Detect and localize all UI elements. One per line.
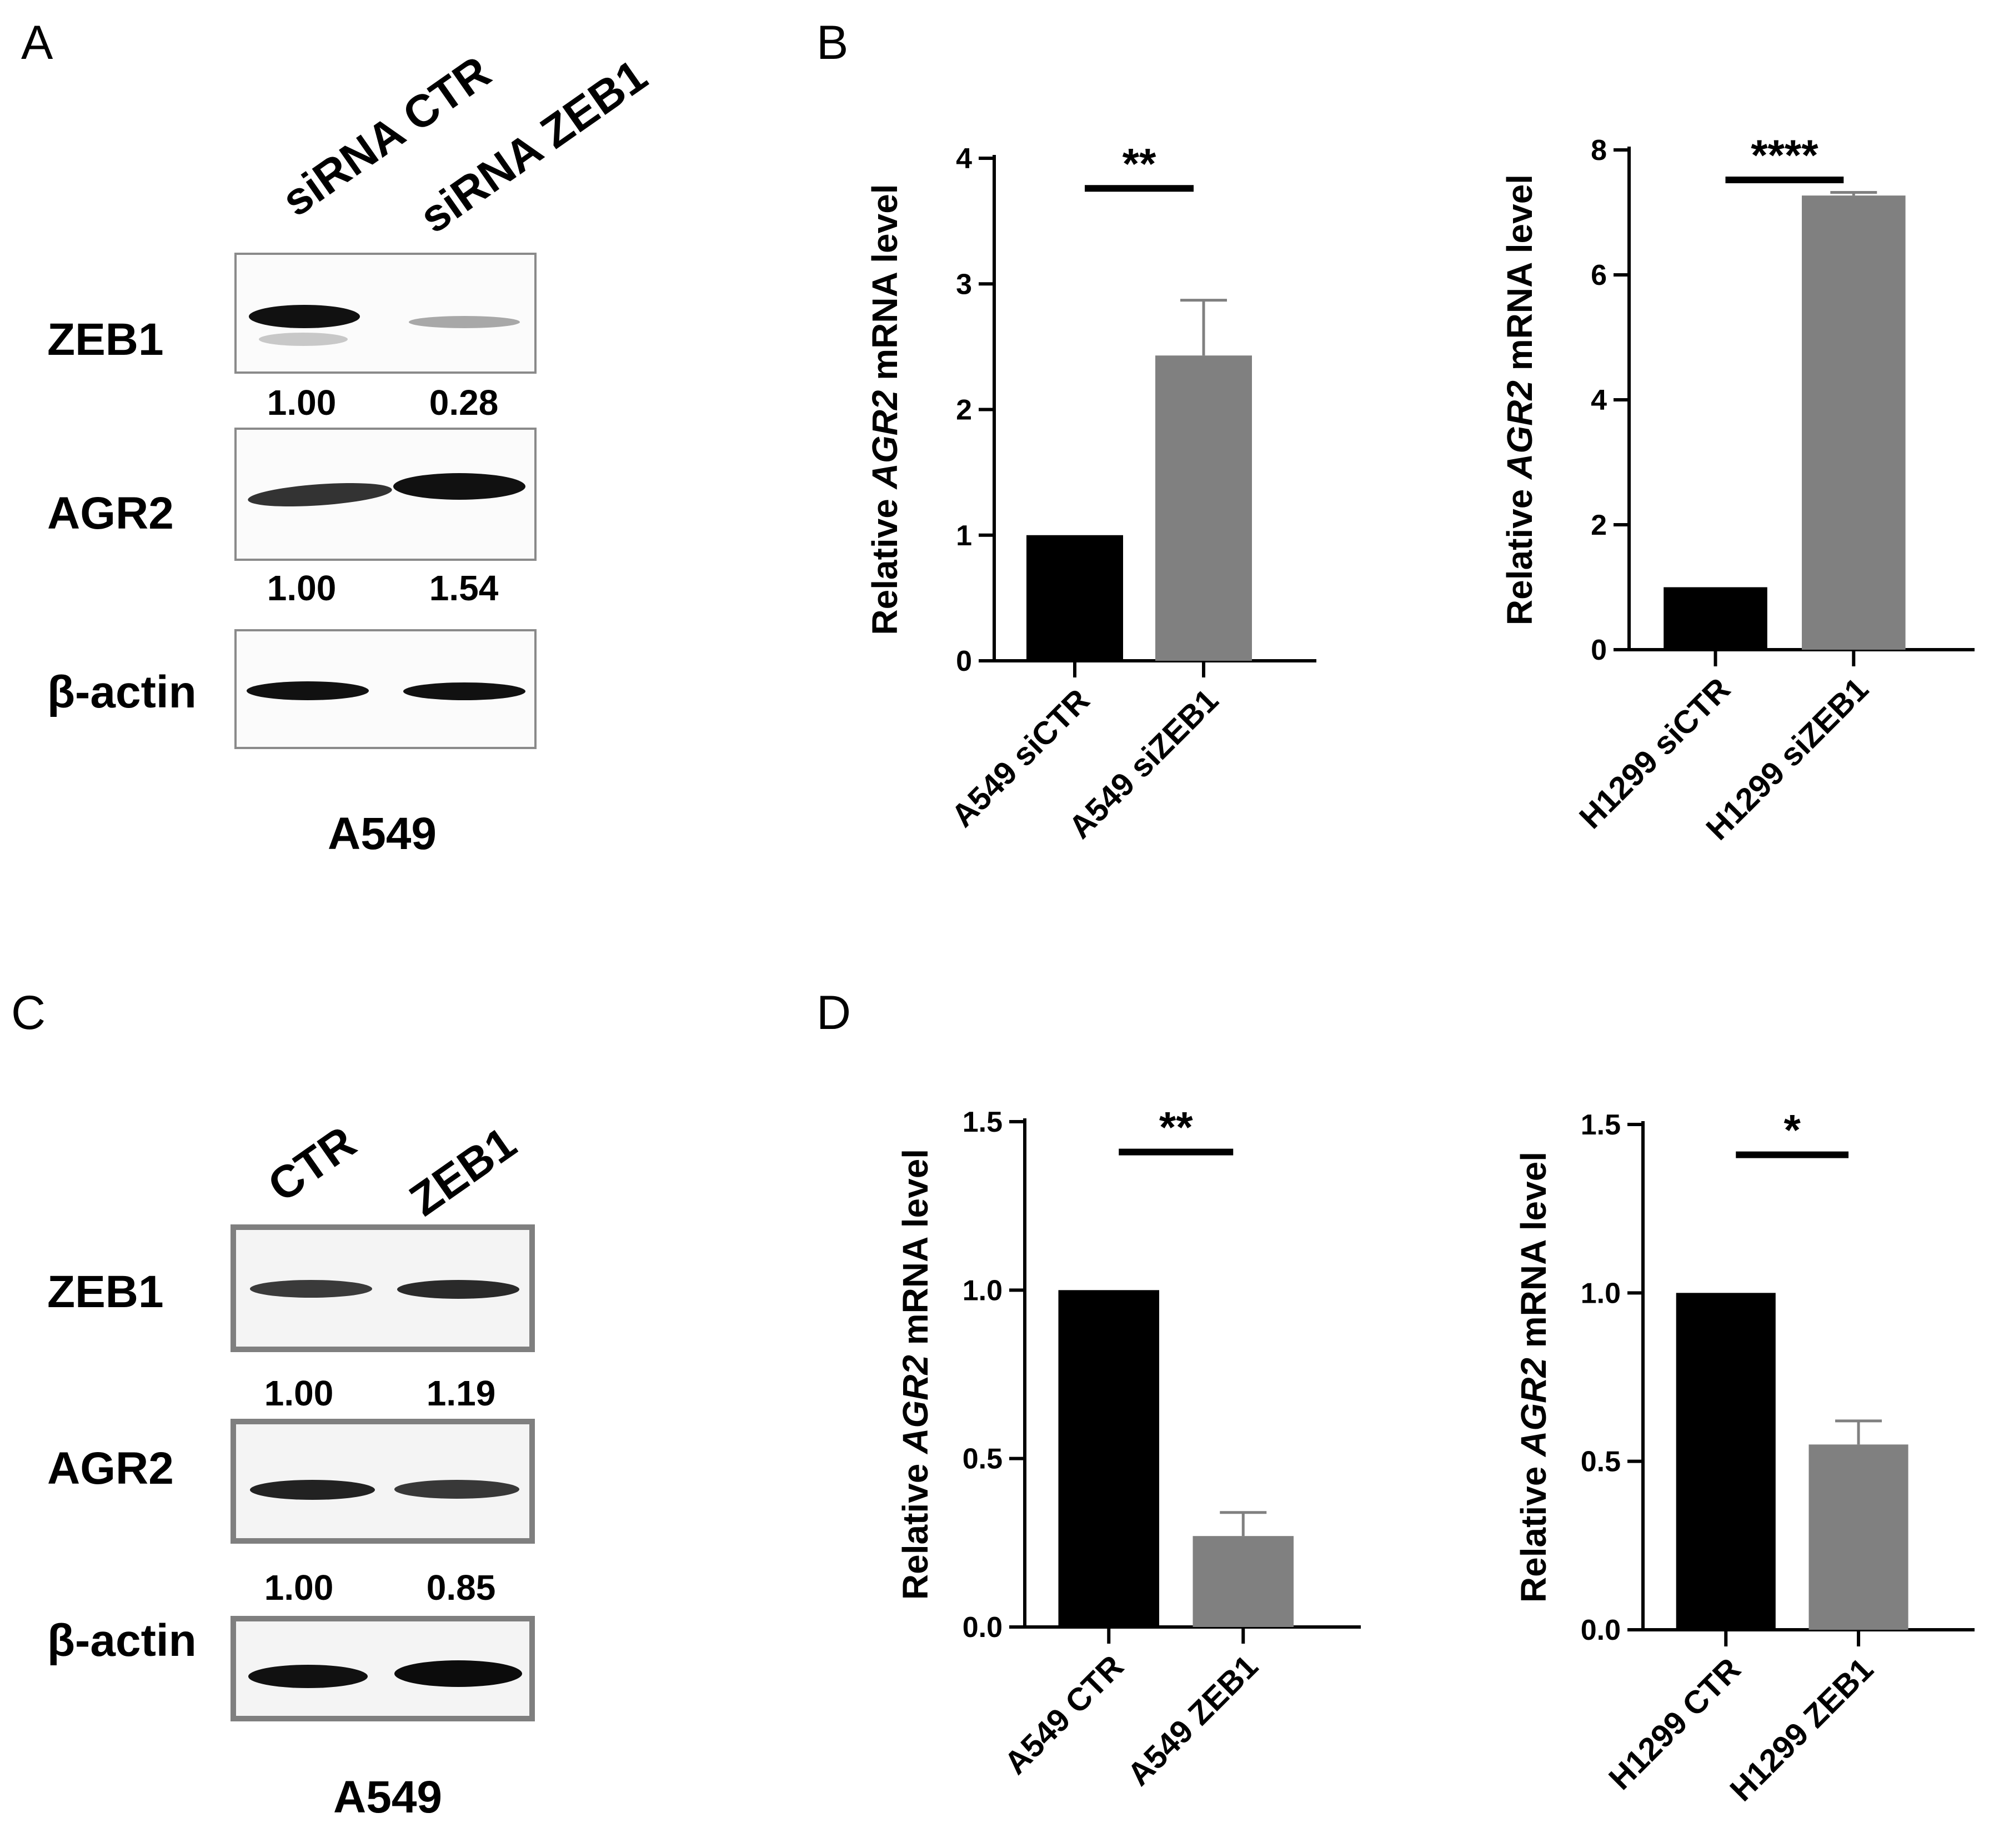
y-tick-label: 2 — [956, 394, 972, 426]
blot-a-agr2-quant-2: 1.54 — [429, 568, 499, 608]
y-tick-label: 1.5 — [1581, 1109, 1621, 1141]
band — [249, 305, 360, 328]
y-axis-label-prefix: Relative — [1500, 479, 1540, 625]
y-tick-label: 0 — [1591, 634, 1607, 666]
blot-a-zeb1-quant-2: 0.28 — [429, 383, 499, 423]
y-tick-label: 2 — [1591, 509, 1607, 541]
bar — [1802, 195, 1906, 650]
blot-a-cell-line: A549 — [328, 808, 437, 859]
blot-c-cell-line: A549 — [333, 1772, 443, 1822]
y-axis-label-gene: AGR2 — [1514, 1358, 1554, 1458]
blot-a-agr2-quant-1: 1.00 — [267, 568, 337, 608]
blot-c-beta-actin — [231, 1616, 535, 1721]
significance-label: * — [1783, 1106, 1801, 1154]
blot-a-zeb1 — [234, 253, 537, 374]
blot-c-agr2-quant-1: 1.00 — [264, 1568, 334, 1608]
blot-c-row-label-zeb1: ZEB1 — [47, 1267, 164, 1317]
band — [409, 316, 520, 328]
blot-a-beta-actin — [234, 629, 537, 749]
y-tick-label: 0.0 — [963, 1611, 1003, 1644]
band — [393, 473, 525, 500]
bar — [1155, 355, 1252, 661]
bar — [1808, 1444, 1908, 1630]
blot-c-agr2 — [231, 1419, 535, 1544]
y-axis-label: Relative AGR2 mRNA level — [895, 1149, 935, 1600]
y-axis-label-gene: AGR2 — [895, 1355, 935, 1455]
x-tick-label: H1299 ZEB1 — [1723, 1651, 1880, 1808]
band — [394, 1480, 519, 1499]
y-tick-label: 3 — [956, 268, 972, 300]
y-tick-label: 0.0 — [1581, 1614, 1621, 1646]
y-axis-label-gene: AGR2 — [865, 390, 905, 490]
blot-a-agr2 — [234, 428, 537, 561]
band — [248, 1665, 368, 1688]
y-tick-label: 4 — [1591, 384, 1607, 416]
band — [397, 1280, 519, 1299]
y-tick-label: 1.0 — [1581, 1277, 1621, 1309]
y-tick-label: 6 — [1591, 259, 1607, 292]
blot-a-zeb1-quant-1: 1.00 — [267, 383, 337, 423]
band — [403, 682, 525, 700]
y-tick-label: 4 — [956, 143, 972, 175]
panel-a-letter: A — [21, 16, 53, 69]
blot-c-zeb1-quant-2: 1.19 — [426, 1373, 496, 1413]
blot-a-row-label-zeb1: ZEB1 — [47, 314, 164, 365]
significance-label: ** — [1123, 139, 1156, 188]
bar — [1676, 1293, 1776, 1630]
bar — [1026, 535, 1123, 661]
bar — [1664, 587, 1767, 650]
significance-label: **** — [1751, 130, 1818, 179]
blot-c-agr2-quant-2: 0.85 — [426, 1568, 496, 1608]
y-axis-label-prefix: Relative — [895, 1454, 935, 1600]
band — [247, 681, 369, 700]
y-tick-label: 8 — [1591, 134, 1607, 167]
blot-c-row-label-beta-actin: β-actin — [47, 1615, 197, 1666]
y-tick-label: 1 — [956, 520, 972, 552]
y-tick-label: 1.0 — [963, 1274, 1003, 1307]
y-axis-label: Relative AGR2 mRNA level — [865, 184, 905, 635]
blot-c-zeb1-quant-1: 1.00 — [264, 1373, 334, 1413]
y-axis-label: Relative AGR2 mRNA level — [1500, 174, 1540, 625]
bar — [1193, 1536, 1294, 1627]
panel-c-letter: C — [11, 986, 46, 1040]
x-tick-label: H1299 CTR — [1602, 1651, 1748, 1797]
band — [250, 1280, 372, 1298]
blot-c-row-label-agr2: AGR2 — [47, 1443, 174, 1494]
significance-label: ** — [1159, 1103, 1193, 1152]
panel-d-letter: D — [816, 986, 851, 1040]
blot-c-zeb1 — [231, 1224, 535, 1352]
y-axis-label-prefix: Relative — [865, 489, 905, 635]
y-axis-label-suffix: mRNA level — [865, 184, 905, 390]
y-axis-label-prefix: Relative — [1514, 1457, 1554, 1603]
blot-a-row-label-beta-actin: β-actin — [47, 667, 197, 717]
y-tick-label: 0.5 — [963, 1443, 1003, 1475]
bar — [1058, 1290, 1159, 1627]
band — [250, 1480, 375, 1500]
band — [394, 1660, 522, 1687]
y-tick-label: 0 — [956, 645, 972, 677]
y-axis-label-suffix: mRNA level — [1514, 1152, 1554, 1358]
y-axis-label-suffix: mRNA level — [895, 1149, 935, 1355]
y-axis-label-gene: AGR2 — [1500, 380, 1540, 480]
y-tick-label: 1.5 — [963, 1106, 1003, 1138]
panel-b-letter: B — [816, 16, 849, 69]
y-axis-label-suffix: mRNA level — [1500, 174, 1540, 380]
y-axis-label: Relative AGR2 mRNA level — [1514, 1152, 1554, 1603]
blot-a-row-label-agr2: AGR2 — [47, 488, 174, 539]
y-tick-label: 0.5 — [1581, 1446, 1621, 1478]
band — [259, 333, 348, 346]
